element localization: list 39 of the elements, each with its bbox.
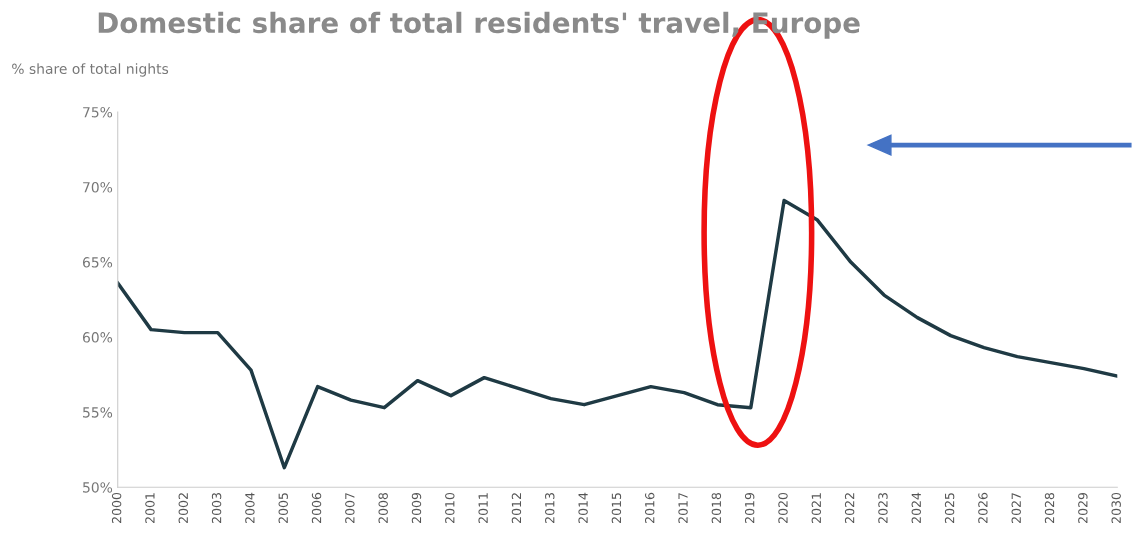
x-tick-label: 2016 bbox=[645, 492, 655, 523]
x-tick-label: 2019 bbox=[744, 492, 755, 523]
x-tick-label: 2017 bbox=[678, 493, 688, 523]
x-tick-label: 2005 bbox=[278, 493, 288, 523]
y-tick-label: 55% bbox=[83, 407, 113, 418]
x-tick-label: 2009 bbox=[411, 492, 422, 523]
x-tick-label: 2027 bbox=[1011, 493, 1021, 523]
x-tick-label: 2006 bbox=[311, 492, 322, 523]
y-tick-label: 60% bbox=[82, 332, 113, 343]
x-tick-label: 2000 bbox=[111, 492, 122, 523]
y-tick-label: 70% bbox=[83, 182, 113, 193]
y-tick-label: 65% bbox=[82, 257, 113, 268]
x-tick-label: 2028 bbox=[1044, 492, 1055, 523]
line-series bbox=[117, 198, 1118, 470]
x-tick-label: 2013 bbox=[545, 493, 555, 523]
x-tick-label: 2023 bbox=[878, 493, 888, 523]
x-tick-label: 2020 bbox=[778, 492, 788, 523]
x-tick-label: 2022 bbox=[844, 493, 855, 523]
x-tick-label: 2003 bbox=[211, 493, 222, 523]
x-tick-label: 2021 bbox=[811, 493, 822, 523]
x-tick-label: 2026 bbox=[978, 492, 988, 523]
x-tick-label: 2029 bbox=[1078, 492, 1088, 523]
x-tick-label: 2024 bbox=[911, 492, 921, 523]
y-axis-title: % share of total nights bbox=[12, 63, 169, 77]
x-tick-label: 2010 bbox=[445, 492, 455, 523]
y-tick-label: 75% bbox=[83, 106, 113, 118]
x-tick-label: 2001 bbox=[145, 493, 155, 523]
x-tick-label: 2011 bbox=[478, 493, 488, 523]
x-tick-label: 2018 bbox=[711, 492, 722, 523]
x-tick-label: 2008 bbox=[378, 492, 388, 523]
x-tick-label: 2012 bbox=[511, 493, 522, 523]
x-tick-label: 2014 bbox=[578, 492, 588, 523]
y-tick-label: 50% bbox=[83, 482, 113, 493]
x-tick-label: 2007 bbox=[345, 493, 355, 523]
x-tick-label: 2004 bbox=[245, 492, 255, 523]
x-tick-label: 2015 bbox=[611, 493, 622, 523]
x-tick-label: 2002 bbox=[178, 493, 188, 523]
x-tick-label: 2030 bbox=[1111, 492, 1121, 523]
x-tick-label: 2025 bbox=[944, 493, 955, 523]
